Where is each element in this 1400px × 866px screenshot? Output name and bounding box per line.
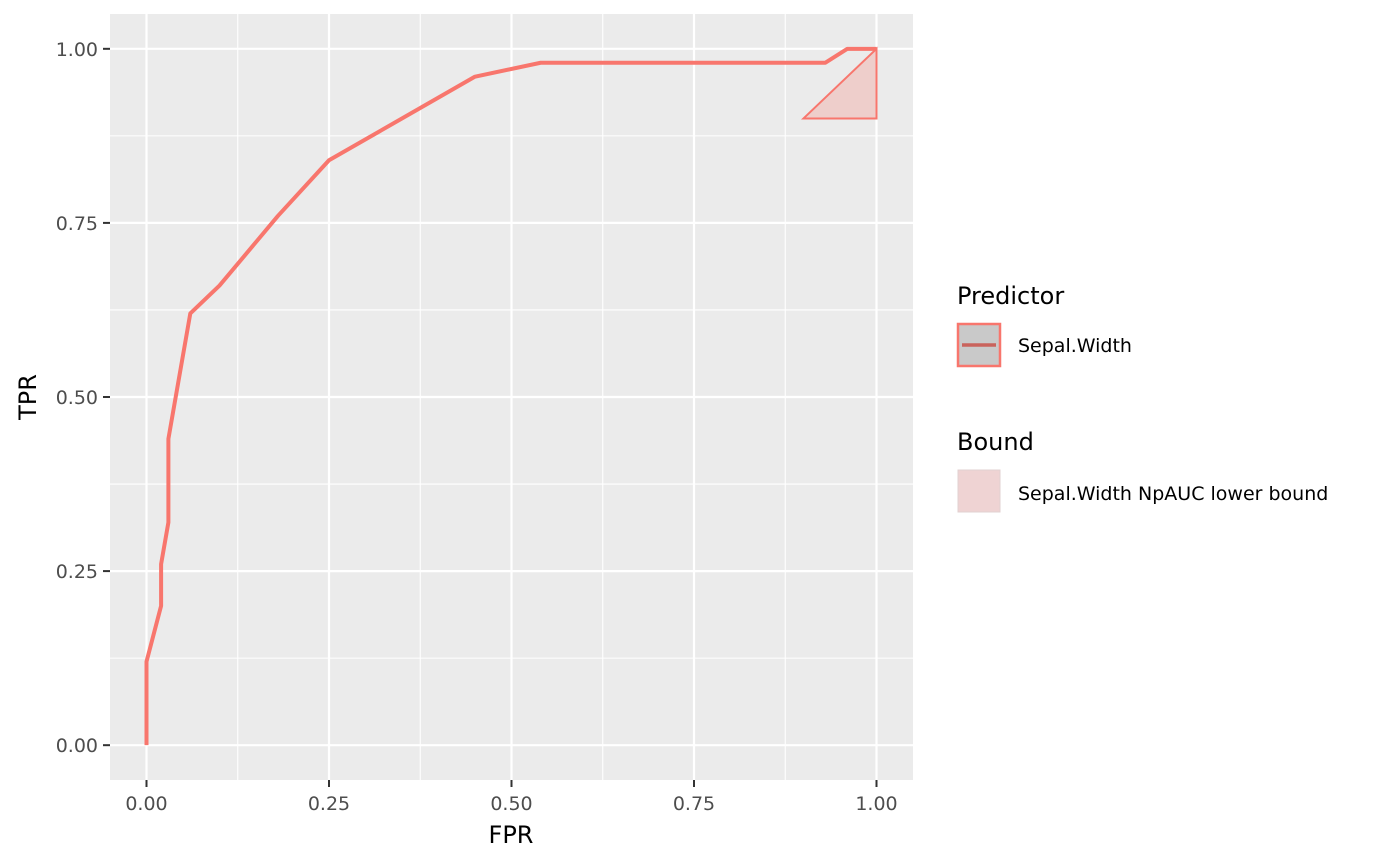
series-line-sepal-width — [144, 46, 877, 746]
ticks-layer: 0.00 0.25 0.50 0.75 1.00 0.00 0.25 0.50 0.75 1.00 — [56, 39, 898, 815]
legend-bound-title: Bound — [957, 428, 1034, 456]
legend-predictor-title: Predictor — [957, 282, 1064, 310]
y-tick-label: 0.75 — [56, 213, 98, 235]
x-tick-label: 1.00 — [855, 793, 897, 815]
legend-bound: Bound Sepal.Width NpAUC lower bound — [957, 428, 1328, 513]
x-tick-label: 0.75 — [673, 793, 715, 815]
x-tick-label: 0.25 — [308, 793, 350, 815]
y-axis-title: TPR — [14, 374, 42, 421]
grid-major — [110, 14, 913, 780]
y-tick-label: 1.00 — [56, 39, 98, 61]
legend-bound-key — [957, 469, 1001, 513]
x-axis-title: FPR — [489, 821, 534, 849]
x-tick-label: 0.00 — [125, 793, 167, 815]
y-tick-label: 0.25 — [56, 561, 98, 583]
legend-bound-label: Sepal.Width NpAUC lower bound — [1018, 483, 1328, 505]
legend-predictor-label: Sepal.Width — [1018, 335, 1132, 357]
line-layer — [144, 46, 877, 746]
x-tick-label: 0.50 — [490, 793, 532, 815]
y-tick-label: 0.00 — [56, 735, 98, 757]
legend-predictor: Predictor Sepal.Width — [956, 282, 1132, 368]
bound-polygon — [801, 46, 878, 120]
y-tick-label: 0.50 — [56, 387, 98, 409]
bound-layer — [801, 46, 878, 120]
